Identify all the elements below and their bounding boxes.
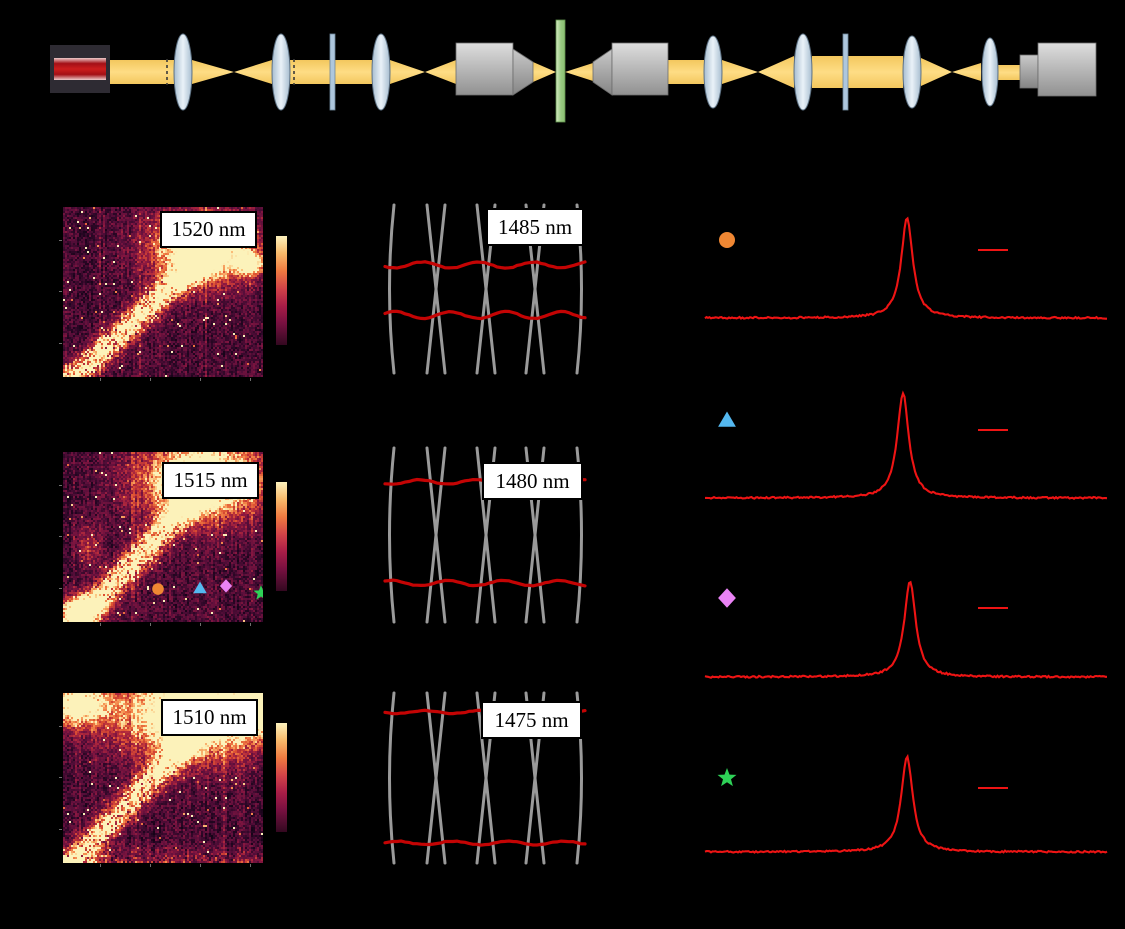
wavelength-label-text: 1475 nm <box>494 707 569 732</box>
lens-icon <box>793 33 813 111</box>
band-structure-panel-1: 1485 nm <box>383 200 589 385</box>
map-marker-layer <box>152 579 263 600</box>
axis-tick <box>200 623 201 626</box>
wavelength-label: 1515 nm <box>162 462 259 499</box>
wavelength-label-text: 1510 nm <box>172 705 247 729</box>
laser-gain-medium <box>54 58 106 80</box>
map-circle-marker-icon <box>152 583 164 595</box>
axis-tick <box>59 588 62 589</box>
flat-band-curve <box>383 839 587 847</box>
axis-tick <box>59 777 62 778</box>
axis-tick <box>150 378 151 381</box>
colorbar <box>276 723 287 832</box>
axis-tick <box>59 291 62 292</box>
axis-tick <box>100 864 101 867</box>
axis-tick <box>150 864 151 867</box>
map-star-marker-icon <box>253 585 263 600</box>
wavelength-label: 1485 nm <box>486 208 584 246</box>
spectrum-panel-4 <box>704 753 1108 854</box>
real-space-panel-1: 1520 nm <box>59 207 363 381</box>
spectrum-circle-marker-icon <box>719 232 735 248</box>
real-space-panel-3: 1510 nm <box>59 693 363 867</box>
real-space-panel-2: 1515 nm <box>59 452 363 626</box>
wavelength-label: 1520 nm <box>160 211 257 248</box>
axis-tick <box>59 485 62 486</box>
spectrum-panel-2 <box>705 390 1108 500</box>
lens-icon <box>371 33 391 111</box>
wavelength-label-text: 1520 nm <box>171 217 246 241</box>
axis-tick <box>100 378 101 381</box>
spectrum-panel-1 <box>704 216 1107 320</box>
wavelength-label-text: 1515 nm <box>173 468 248 492</box>
spectrum-triangle-marker-icon <box>718 411 736 427</box>
spectrum-star-marker-icon <box>717 768 737 787</box>
lens-icon <box>173 33 193 111</box>
band-structure-panel-3: 1475 nm <box>383 688 589 873</box>
axis-tick <box>200 864 201 867</box>
wavelength-label: 1480 nm <box>482 462 583 500</box>
lens-icon <box>902 35 922 109</box>
wavelength-label: 1510 nm <box>161 699 258 736</box>
filter-plate-icon <box>329 33 336 111</box>
axis-tick <box>250 378 251 381</box>
lens-icon <box>703 35 723 109</box>
optical-setup-diagram <box>50 19 1097 123</box>
axis-tick <box>250 864 251 867</box>
photonic-band-curve <box>425 203 447 375</box>
flat-band-curve <box>383 578 587 588</box>
colorbar <box>276 482 287 591</box>
beam-path <box>110 56 1020 88</box>
lens-icons <box>173 33 999 111</box>
camera-icon <box>1019 42 1097 97</box>
axis-tick <box>100 623 101 626</box>
axis-tick <box>150 623 151 626</box>
collection-objective-icon <box>592 42 669 96</box>
lens-icon <box>271 33 291 111</box>
axis-tick <box>59 536 62 537</box>
photonic-band-curve <box>425 691 447 865</box>
spectrum-diamond-marker-icon <box>718 588 736 608</box>
wavelength-label-text: 1485 nm <box>497 214 573 239</box>
band-structure-panel-2: 1480 nm <box>383 443 589 628</box>
photonic-band-curve <box>388 446 396 624</box>
axis-tick <box>59 726 62 727</box>
wavelength-label: 1475 nm <box>481 701 582 739</box>
spectrum-curve <box>704 580 1107 679</box>
axis-tick <box>250 623 251 626</box>
flat-band-curve <box>383 260 587 270</box>
axis-tick <box>200 378 201 381</box>
map-diamond-marker-icon <box>219 579 233 593</box>
lens-icon <box>981 37 999 107</box>
wavelength-label-text: 1480 nm <box>495 468 570 493</box>
axis-tick <box>59 829 62 830</box>
photonic-band-curve <box>388 203 396 375</box>
photonic-band-curve <box>425 446 447 624</box>
photonic-band-curve <box>388 691 396 865</box>
spectrum-curve <box>704 753 1108 854</box>
flat-band-curve <box>383 309 587 321</box>
excitation-objective-icon <box>455 42 534 96</box>
colorbar <box>276 236 287 345</box>
sample-icon <box>555 19 566 123</box>
spectrum-curve <box>705 390 1108 500</box>
spectrum-curve <box>704 216 1107 320</box>
axis-tick <box>59 343 62 344</box>
axis-tick <box>59 240 62 241</box>
spectrum-panel-3 <box>704 580 1107 679</box>
map-triangle-marker-icon <box>193 581 207 594</box>
filter-plate-icon <box>842 33 849 111</box>
